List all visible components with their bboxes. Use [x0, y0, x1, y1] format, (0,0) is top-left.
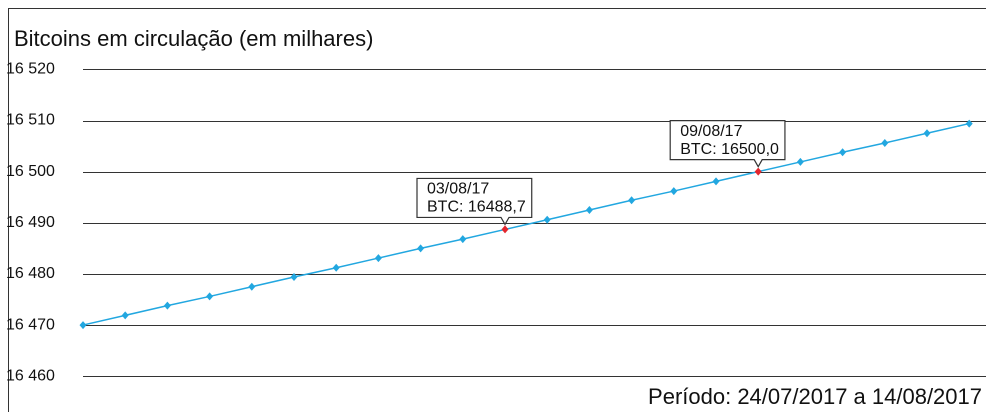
y-tick-label: 16 490	[6, 214, 55, 231]
tooltip-value: BTC: 16500,0	[680, 141, 779, 158]
tooltip-date: 03/08/17	[427, 181, 489, 198]
data-point	[881, 139, 889, 148]
y-tick-label: 16 460	[6, 367, 55, 384]
data-point	[290, 272, 298, 281]
data-point	[332, 263, 340, 272]
data-point	[79, 321, 87, 330]
tooltip-value: BTC: 16488,7	[427, 199, 526, 216]
series-line	[82, 122, 970, 326]
data-point	[543, 215, 551, 224]
chart-title: Bitcoins em circulação (em milhares)	[14, 26, 373, 51]
data-point	[374, 254, 382, 263]
y-tick-label: 16 520	[6, 61, 55, 78]
data-point	[585, 206, 593, 214]
data-point	[839, 148, 847, 157]
data-point	[501, 225, 509, 234]
data-point	[248, 282, 256, 291]
data-point	[923, 129, 931, 138]
y-tick-label: 16 500	[6, 163, 55, 180]
data-point	[670, 187, 678, 196]
tooltip-box	[416, 177, 533, 226]
y-tick-label: 16 470	[6, 316, 55, 333]
data-point	[163, 301, 171, 310]
data-point	[965, 119, 973, 128]
data-point	[754, 167, 762, 176]
period-note: Período: 24/07/2017 a 14/08/2017	[648, 384, 982, 409]
data-point	[712, 177, 720, 186]
data-point	[121, 311, 129, 320]
data-point	[206, 292, 214, 301]
data-point	[628, 196, 636, 205]
y-tick-label: 16 510	[6, 112, 55, 129]
data-point	[796, 157, 804, 166]
y-tick-label: 16 480	[6, 265, 55, 282]
data-point	[459, 235, 467, 244]
data-point	[417, 244, 425, 253]
tooltip-box	[669, 120, 786, 168]
tooltip-date: 09/08/17	[680, 123, 742, 140]
